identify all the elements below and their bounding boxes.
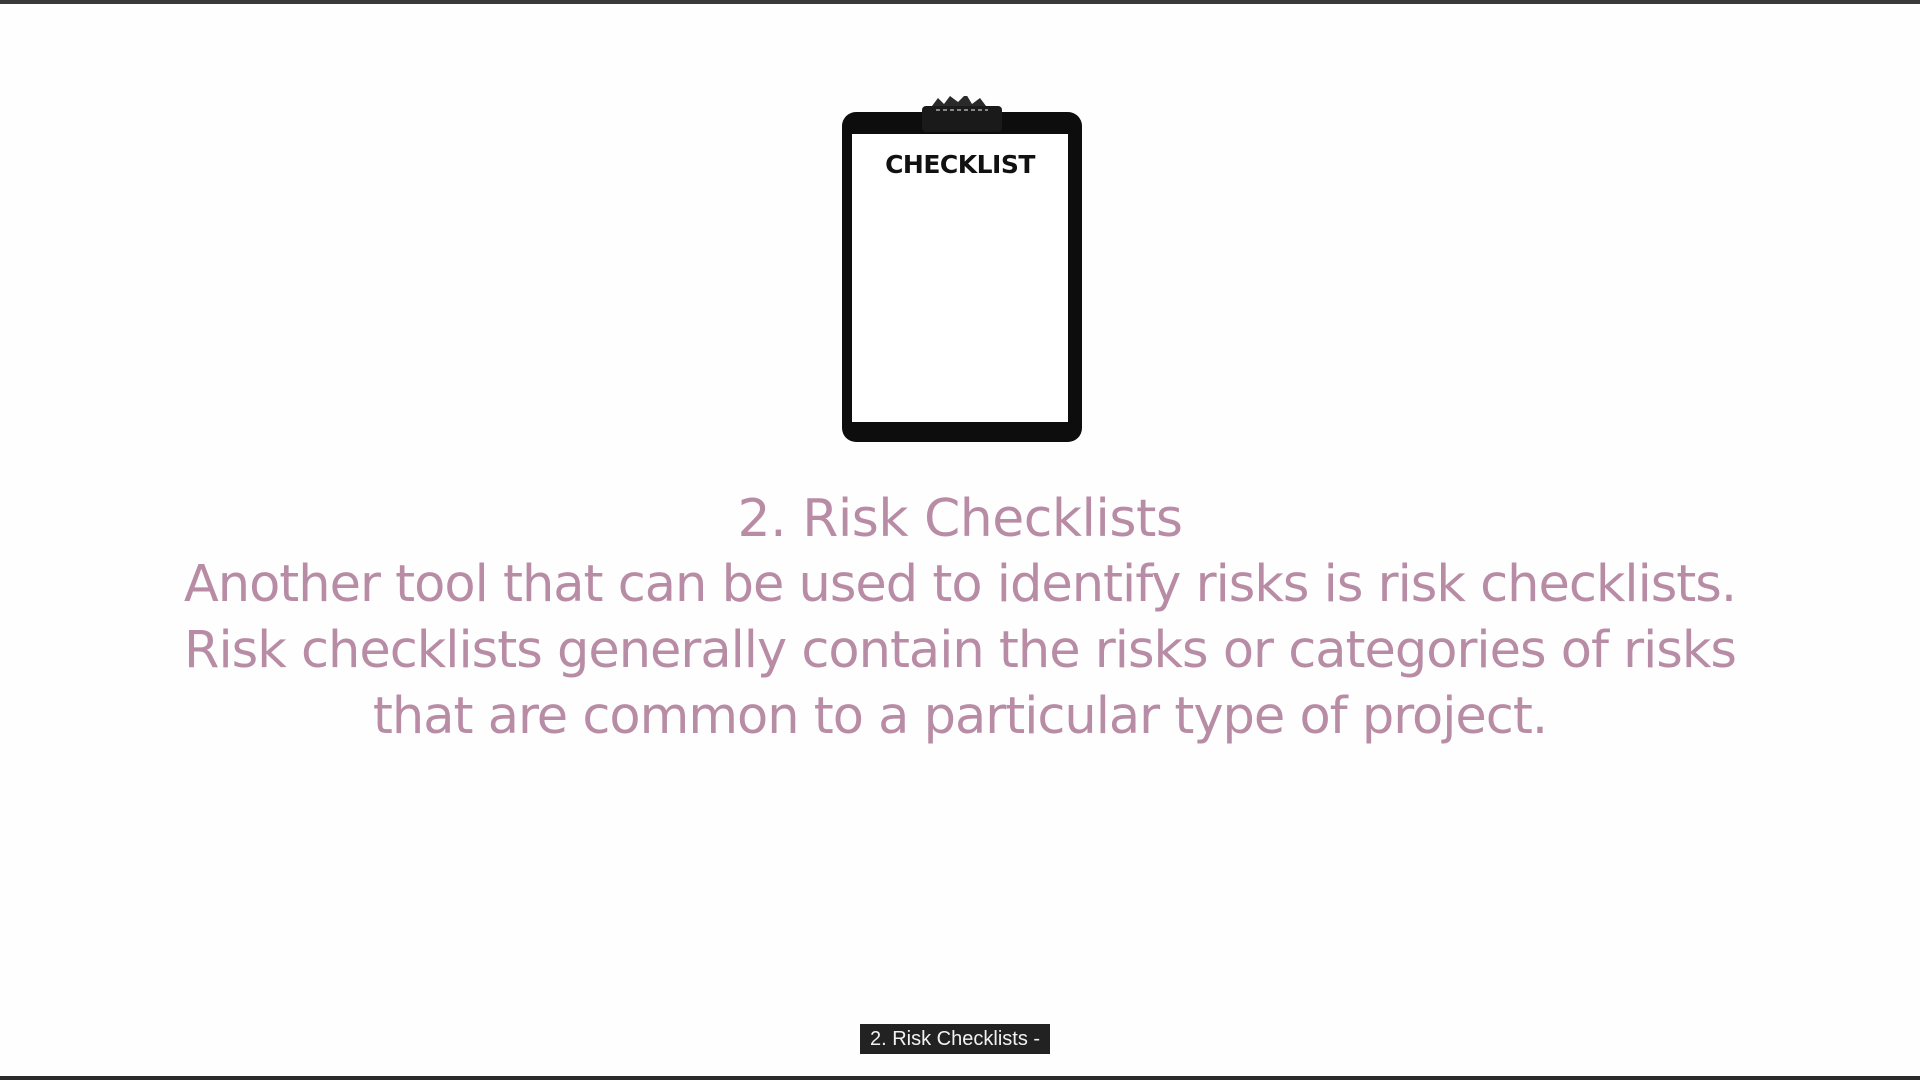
slide-heading: 2. Risk Checklists: [737, 489, 1183, 549]
clipboard-icon: CHECKLIST: [842, 96, 1082, 442]
slide-content: 2. Risk Checklists Another tool that can…: [0, 486, 1920, 750]
video-caption: 2. Risk Checklists -: [860, 1024, 1051, 1054]
slide-body: Another tool that can be used to identif…: [0, 552, 1920, 750]
clipboard-illustration: CHECKLIST: [840, 96, 1086, 448]
bottom-border: [0, 1076, 1920, 1080]
slide-body-line-2: Risk checklists generally contain the ri…: [184, 621, 1737, 680]
slide-body-line-3: that are common to a particular type of …: [372, 687, 1548, 746]
top-border: [0, 0, 1920, 4]
clipboard-label: CHECKLIST: [885, 150, 1035, 179]
slide-body-line-1: Another tool that can be used to identif…: [183, 555, 1737, 614]
